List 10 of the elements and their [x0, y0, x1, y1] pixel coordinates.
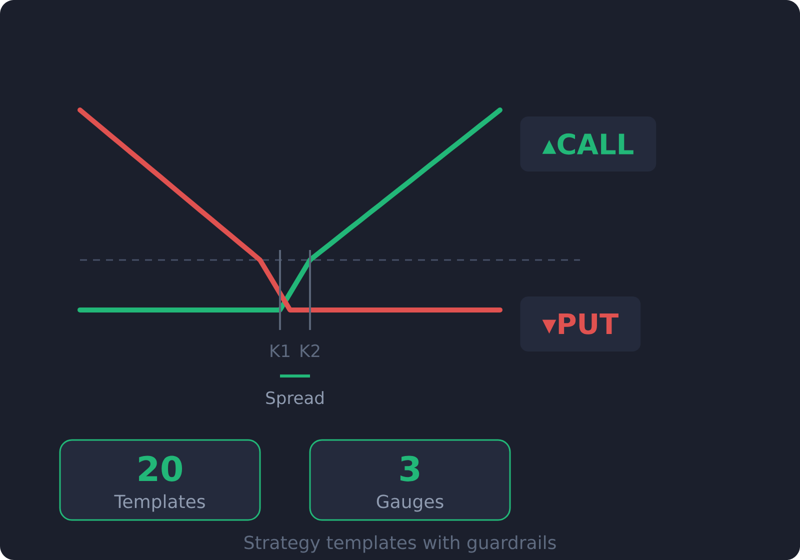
text: Strategy templates with guardrails — [244, 535, 556, 553]
data-label: 20 — [139, 456, 182, 482]
x-tick-label: K1 — [270, 344, 290, 357]
x-tick-label: K2 — [300, 344, 320, 357]
category-label: Templates — [114, 494, 205, 512]
series-label: ▾PUT — [542, 314, 618, 334]
series-label: ▴CALL — [542, 133, 634, 155]
category-label: Gauges — [376, 494, 444, 512]
text: Spread — [266, 391, 324, 408]
data-label: 3 — [400, 456, 420, 482]
